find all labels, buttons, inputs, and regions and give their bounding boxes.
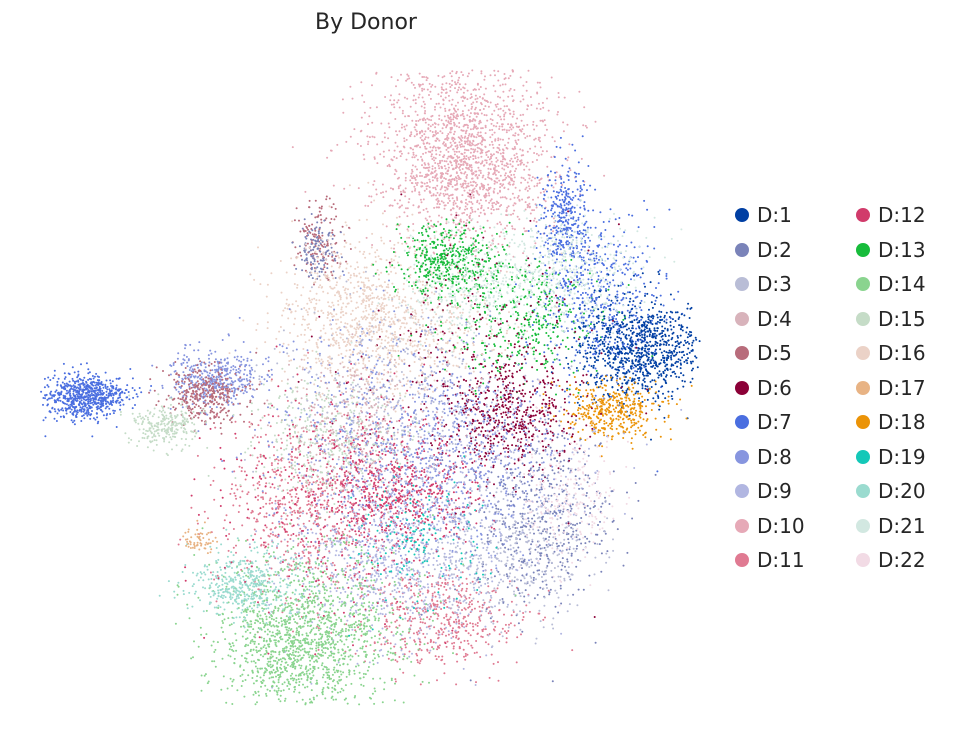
cluster-points-D:8: [197, 274, 492, 570]
cluster-points-D:1: [550, 270, 701, 441]
legend-label: D:17: [878, 375, 926, 400]
legend-label: D:2: [757, 237, 792, 262]
chart-title: By Donor: [315, 10, 417, 35]
legend-label: D:22: [878, 548, 926, 572]
cluster-points-D:19: [348, 455, 498, 637]
legend-marker: [856, 311, 870, 326]
legend-label: D:16: [878, 341, 926, 365]
legend-item: D:1: [735, 200, 792, 230]
legend-marker: [856, 242, 870, 257]
cluster-points-D:2: [420, 383, 657, 683]
legend-marker: [735, 415, 749, 429]
legend-label: D:10: [757, 513, 805, 538]
legend-marker: [735, 380, 749, 395]
legend-item: D:2: [735, 235, 792, 265]
cluster-points-D:11: [177, 351, 457, 655]
cluster-points-D:17: [182, 519, 219, 555]
legend-marker: [856, 553, 870, 567]
legend-marker: [856, 380, 870, 395]
cluster-points-D:14: [174, 514, 517, 706]
legend-item: D:19: [856, 442, 926, 472]
legend-item: D:7: [735, 407, 792, 437]
legend-marker: [856, 518, 870, 533]
legend-label: D:19: [878, 444, 926, 469]
legend-label: D:9: [757, 479, 792, 503]
legend-item: D:13: [856, 235, 926, 265]
legend-label: D:11: [757, 548, 805, 572]
legend-item: D:6: [735, 373, 792, 403]
cluster-points-D:16: [228, 181, 489, 441]
legend-label: D:18: [878, 410, 926, 434]
cluster-points-D:9: [253, 288, 683, 686]
legend-item: D:17: [856, 373, 926, 403]
legend-marker: [735, 311, 749, 326]
cluster-points-D:5: [148, 351, 270, 435]
cluster-points-D:16: [249, 237, 563, 441]
cluster-points-D:15: [204, 350, 430, 519]
legend-label: D:21: [878, 513, 926, 538]
legend-item: D:10: [735, 511, 805, 541]
legend-item: D:8: [735, 442, 792, 472]
legend-marker: [856, 346, 870, 360]
legend-marker: [735, 518, 749, 533]
legend-marker: [856, 208, 870, 222]
legend-label: D:8: [757, 444, 792, 469]
legend-label: D:5: [757, 341, 792, 365]
cluster-points-D:18: [541, 375, 693, 458]
legend-marker: [735, 484, 749, 498]
legend-label: D:7: [757, 410, 792, 434]
legend-item: D:12: [856, 200, 926, 230]
legend-marker: [856, 277, 870, 291]
legend-marker: [735, 449, 749, 464]
legend-label: D:1: [757, 203, 792, 227]
legend-marker: [735, 208, 749, 222]
legend-item: D:15: [856, 304, 926, 334]
legend-marker: [856, 449, 870, 464]
legend-marker: [856, 415, 870, 429]
legend-label: D:12: [878, 203, 926, 227]
cluster-points-D:8: [266, 321, 618, 575]
legend-item: D:4: [735, 304, 792, 334]
cluster-points-D:7: [40, 362, 153, 438]
legend-label: D:13: [878, 237, 926, 262]
legend-item: D:22: [856, 545, 926, 575]
legend-marker: [735, 346, 749, 360]
legend-item: D:21: [856, 511, 926, 541]
legend-label: D:20: [878, 479, 926, 503]
legend-item: D:16: [856, 338, 926, 368]
cluster-points-D:14: [199, 569, 376, 706]
legend-label: D:14: [878, 272, 926, 296]
legend-marker: [735, 242, 749, 257]
cluster-points-D:10: [336, 112, 586, 255]
cluster-points-D:10: [291, 69, 606, 289]
legend-marker: [735, 277, 749, 291]
cluster-points-D:20: [173, 566, 320, 624]
legend-item: D:9: [735, 476, 792, 506]
legend-marker: [735, 553, 749, 567]
legend-item: D:11: [735, 545, 805, 575]
cluster-points-D:22: [497, 393, 631, 607]
cluster-points-D:4: [253, 333, 467, 492]
legend-label: D:4: [757, 306, 792, 331]
cluster-points-D:12: [297, 396, 496, 576]
cluster-points-D:12: [184, 345, 496, 656]
legend-item: D:20: [856, 476, 926, 506]
legend-item: D:5: [735, 338, 792, 368]
legend-marker: [856, 484, 870, 498]
legend-item: D:3: [735, 269, 792, 299]
legend-label: D:15: [878, 306, 926, 331]
legend-label: D:6: [757, 375, 792, 400]
legend-item: D:14: [856, 269, 926, 299]
legend-item: D:18: [856, 407, 926, 437]
cluster-points-D:15: [119, 393, 235, 457]
cluster-points-D:21: [350, 221, 570, 353]
legend-label: D:3: [757, 272, 792, 296]
cluster-points-D:2: [291, 213, 344, 280]
